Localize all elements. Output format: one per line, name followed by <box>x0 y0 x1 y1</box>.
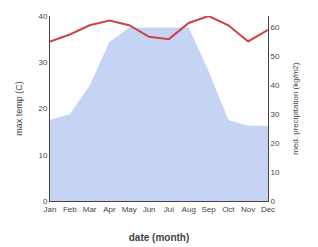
svg-text:Mar: Mar <box>83 205 97 214</box>
svg-text:0: 0 <box>43 197 48 206</box>
svg-text:30: 30 <box>271 110 280 119</box>
svg-text:Feb: Feb <box>63 205 77 214</box>
svg-text:Apr: Apr <box>103 205 116 214</box>
svg-text:Jul: Jul <box>164 205 174 214</box>
svg-text:10: 10 <box>38 151 47 160</box>
svg-text:20: 20 <box>271 139 280 148</box>
svg-text:40: 40 <box>38 12 47 21</box>
svg-text:60: 60 <box>271 23 280 32</box>
svg-text:Dec: Dec <box>261 205 275 214</box>
svg-text:May: May <box>122 205 137 214</box>
svg-text:30: 30 <box>38 58 47 67</box>
svg-text:date (month): date (month) <box>129 232 190 243</box>
svg-text:Jun: Jun <box>143 205 156 214</box>
svg-text:Aug: Aug <box>182 205 196 214</box>
svg-text:10: 10 <box>271 168 280 177</box>
svg-text:Nov: Nov <box>241 205 255 214</box>
svg-text:40: 40 <box>271 81 280 90</box>
svg-text:20: 20 <box>38 104 47 113</box>
svg-text:max temp (C): max temp (C) <box>14 81 24 136</box>
svg-text:Jan: Jan <box>44 205 57 214</box>
svg-text:Oct: Oct <box>222 205 235 214</box>
svg-text:med. precipitation (kg/m2): med. precipitation (kg/m2) <box>291 62 300 155</box>
svg-text:50: 50 <box>271 52 280 61</box>
svg-text:Sep: Sep <box>201 205 216 214</box>
svg-text:0: 0 <box>271 197 276 206</box>
